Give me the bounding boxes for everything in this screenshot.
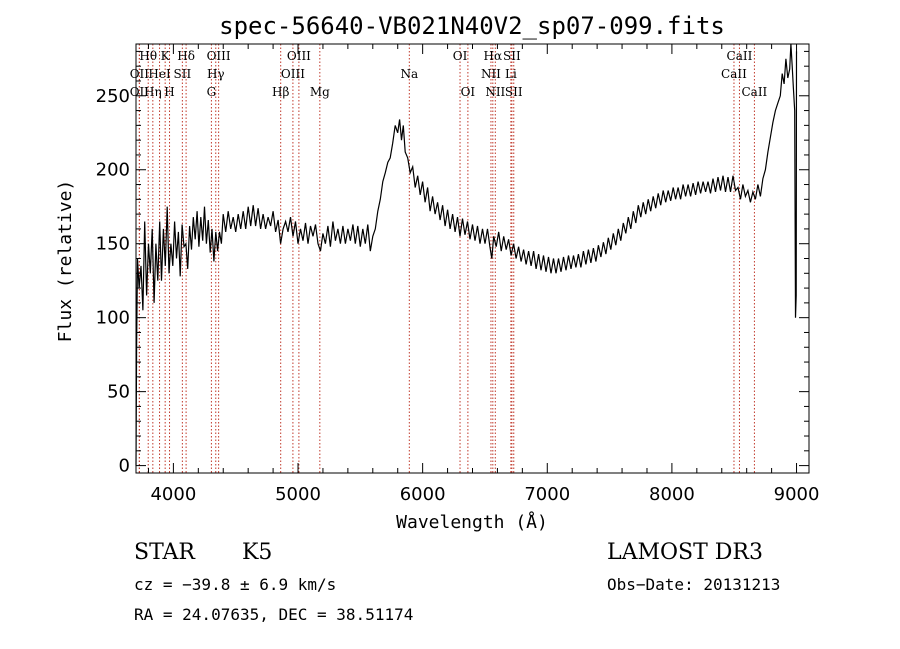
spectral-line-label-27: CaII — [741, 85, 767, 99]
spectral-line-label-7: SII — [174, 67, 192, 81]
y-tick-label: 200 — [96, 160, 130, 181]
object-subclass: K5 — [242, 540, 272, 565]
spectral-line-label-18: OI — [461, 85, 476, 99]
spectral-line-label-1: OII — [130, 67, 150, 81]
spectral-line-label-17: OI — [453, 49, 468, 63]
spectral-line-label-8: Hδ — [177, 49, 195, 63]
spectral-line-label-3: HeI — [148, 67, 171, 81]
spectral-line-label-12: Hβ — [272, 85, 289, 99]
spectral-line-label-11: G — [207, 85, 217, 99]
spectral-line-label-6: H — [164, 85, 174, 99]
spectral-line-label-14: OIII — [287, 49, 311, 63]
axis-ticks — [136, 44, 809, 473]
coordinates: RA = 24.07635, DEC = 38.51174 — [134, 605, 413, 624]
spectral-line-markers — [138, 44, 755, 473]
spectral-line-label-5: K — [161, 49, 171, 63]
spectral-line-label-13: OIII — [281, 67, 305, 81]
redshift-velocity: cz = −39.8 ± 6.9 km/s — [134, 575, 336, 594]
spectral-line-label-25: CaII — [727, 49, 753, 63]
x-tick-label: 8000 — [649, 484, 695, 505]
spectral-line-label-15: Mg — [310, 85, 330, 99]
y-tick-label: 150 — [96, 234, 130, 255]
x-tick-label: 5000 — [275, 484, 321, 505]
object-class: STAR — [134, 540, 196, 565]
chart-title: spec-56640-VB021N40V2_sp07-099.fits — [219, 12, 725, 40]
spectral-line-label-19: Hα — [484, 49, 503, 63]
spectral-line-label-26: CaII — [721, 67, 747, 81]
x-tick-label: 6000 — [400, 484, 446, 505]
x-tick-label: 9000 — [774, 484, 820, 505]
x-tick-label: 4000 — [150, 484, 196, 505]
flux-series-line — [135, 43, 798, 466]
y-axis-label: Flux (relative) — [55, 180, 76, 343]
spectral-line-label-24: SII — [505, 85, 523, 99]
spectral-line-label-16: Na — [400, 67, 418, 81]
spectral-line-label-21: NII — [485, 85, 505, 99]
x-axis-label: Wavelength (Å) — [396, 511, 548, 533]
y-tick-label: 250 — [96, 86, 130, 107]
spectral-line-label-4: Hη — [144, 85, 162, 99]
survey-name: LAMOST DR3 — [607, 540, 763, 565]
spectral-line-label-23: Li — [505, 67, 517, 81]
tick-labels: 4000 5000 6000 7000 8000 9000 0 50 100 150 200 250 — [96, 86, 820, 505]
spectral-line-label-22: SII — [503, 49, 521, 63]
x-tick-label: 7000 — [524, 484, 570, 505]
plot-frame — [135, 43, 810, 474]
y-tick-label: 50 — [107, 382, 130, 403]
spectral-line-label-9: OIII — [207, 49, 231, 63]
spectral-line-label-20: NII — [481, 67, 501, 81]
y-tick-label: 0 — [119, 456, 130, 477]
observation-date: Obs−Date: 20131213 — [607, 575, 780, 594]
spectral-line-label-10: Hγ — [207, 67, 225, 81]
spectral-line-label-0: Hθ — [139, 49, 157, 63]
y-tick-label: 100 — [96, 308, 130, 329]
